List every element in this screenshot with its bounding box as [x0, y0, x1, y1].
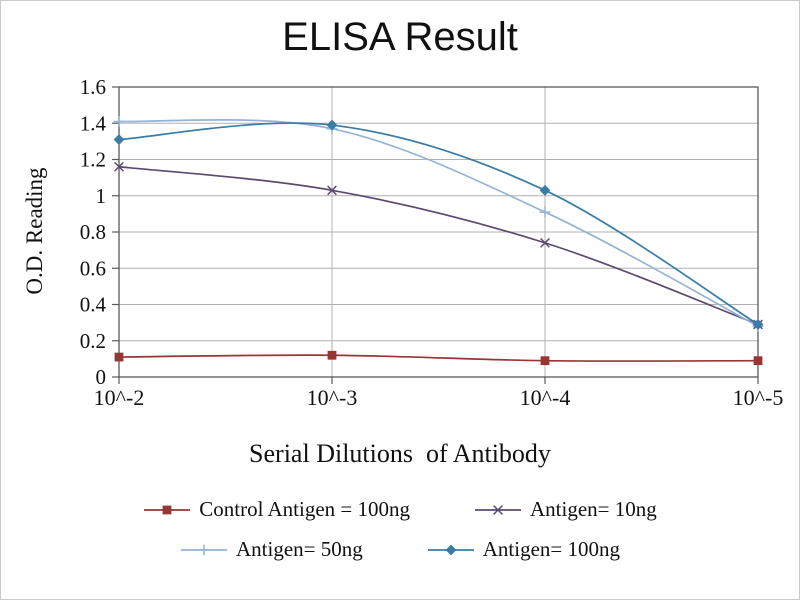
- marker-square: [114, 352, 124, 362]
- marker-square: [540, 356, 550, 366]
- series-line-2: [118, 118, 759, 327]
- marker-x: [114, 161, 124, 172]
- marker-square: [753, 356, 763, 366]
- y-tick-label: 1.4: [80, 111, 107, 135]
- legend-item: Antigen= 10ng: [474, 497, 657, 522]
- legend-marker-square-icon: [144, 505, 191, 514]
- marker-diamond: [752, 319, 764, 330]
- y-tick-label: 1.6: [80, 75, 106, 99]
- marker-plus: [113, 116, 125, 127]
- y-axis-title: O.D. Reading: [22, 167, 47, 295]
- y-tick-label: 0: [96, 365, 107, 389]
- marker-square: [162, 505, 172, 514]
- marker-diamond: [445, 544, 457, 555]
- legend: Control Antigen = 100ng Antigen= 10ng Anti…: [1, 497, 799, 562]
- y-tick-label: 1.2: [80, 148, 106, 172]
- y-tick-label: 0.2: [80, 329, 106, 353]
- series-line-3: [118, 122, 759, 326]
- legend-marker-diamond-icon: [427, 544, 474, 555]
- marker-x: [540, 237, 550, 248]
- legend-item: Control Antigen = 100ng: [143, 497, 410, 522]
- x-tick-label: 10^-2: [94, 385, 145, 410]
- chart-title: ELISA Result: [282, 15, 518, 59]
- legend-marker-x-icon: [475, 504, 521, 515]
- marker-square: [327, 350, 337, 360]
- x-tick-label: 10^-4: [520, 385, 571, 410]
- legend-item: Antigen= 100ng: [427, 537, 620, 562]
- legend-row: Control Antigen = 100ng Antigen= 10ng: [1, 497, 799, 522]
- legend-label: Antigen= 50ng: [236, 537, 363, 561]
- legend-marker-plus-icon: [181, 544, 227, 555]
- marker-plus: [198, 544, 210, 555]
- x-axis-title: Serial Dilutions of Antibody: [249, 439, 551, 468]
- series-line-0: [118, 354, 759, 362]
- x-tick-label: 10^-5: [733, 385, 784, 410]
- marker-diamond: [539, 184, 551, 196]
- series-line-1: [118, 165, 759, 326]
- marker-x: [493, 504, 503, 515]
- y-tick-label: 0.4: [80, 293, 107, 317]
- y-tick-label: 0.8: [80, 220, 106, 244]
- legend-label: Antigen= 100ng: [482, 537, 620, 561]
- marker-diamond: [326, 119, 338, 131]
- legend-item: Antigen= 50ng: [180, 537, 363, 562]
- y-tick-label: 1: [96, 184, 107, 208]
- legend-label: Control Antigen = 100ng: [199, 497, 410, 521]
- marker-x: [327, 185, 337, 196]
- x-tick-label: 10^-3: [307, 385, 358, 410]
- legend-row: Antigen= 50ng Antigen= 100ng: [1, 537, 799, 562]
- marker-plus: [539, 206, 551, 218]
- legend-label: Antigen= 10ng: [530, 497, 657, 521]
- marker-diamond: [113, 134, 125, 145]
- y-tick-label: 0.6: [80, 256, 106, 280]
